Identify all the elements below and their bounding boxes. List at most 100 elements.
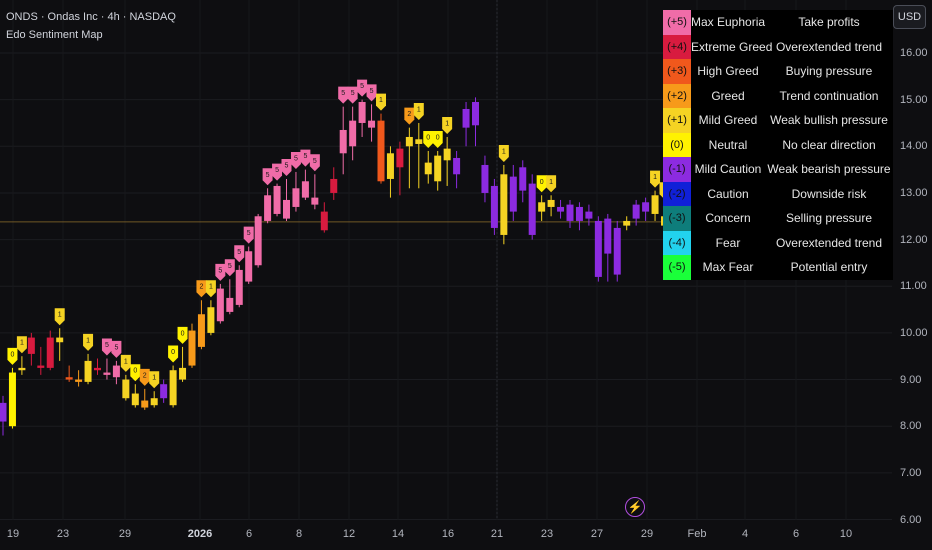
price-axis-label: 16.00	[900, 47, 928, 59]
sentiment-marker	[196, 280, 207, 298]
sentiment-marker	[357, 79, 368, 97]
candle-body	[292, 188, 300, 207]
candle-body	[311, 197, 319, 205]
candle-body	[358, 101, 366, 123]
time-axis-label: 23	[540, 528, 554, 540]
sentiment-marker	[423, 130, 434, 148]
sentiment-marker-label: 1	[379, 97, 383, 104]
sentiment-marker	[413, 102, 424, 120]
legend-level-name: Neutral	[708, 137, 748, 152]
candle-body	[528, 183, 536, 235]
candle-body	[122, 379, 130, 399]
candle-body	[301, 181, 309, 198]
lightning-icon[interactable]: ⚡	[625, 497, 645, 517]
legend-level-name: Extreme Greed	[691, 39, 773, 54]
sentiment-marker	[16, 336, 27, 354]
currency-button[interactable]: USD	[893, 5, 926, 29]
candle-body	[623, 220, 631, 226]
legend-level-description: Buying pressure	[785, 64, 873, 79]
legend-level-description: Trend continuation	[779, 88, 879, 103]
legend-level-name: Fear	[715, 235, 741, 250]
candle-body	[330, 178, 338, 193]
time-axis-label: 6	[792, 528, 800, 540]
indicator-title[interactable]: Edo Sentiment Map	[6, 29, 103, 41]
candle-body	[462, 108, 470, 128]
candle-body	[254, 216, 262, 266]
sentiment-marker-label: 1	[549, 179, 553, 186]
time-axis-label: 8	[295, 528, 303, 540]
legend-level-description: Downside risk	[791, 186, 867, 201]
candle-body	[386, 153, 394, 179]
symbol-title[interactable]: ONDS · Ondas Inc · 4h · NASDAQ	[6, 11, 176, 23]
sentiment-marker-label: 5	[275, 167, 279, 174]
candle-body	[112, 365, 120, 378]
sentiment-marker	[215, 263, 226, 281]
sentiment-marker	[404, 107, 415, 125]
sentiment-marker-label: 5	[218, 267, 222, 274]
legend-level-description: Weak bullish pressure	[770, 113, 888, 128]
candle-body	[160, 384, 168, 399]
sentiment-marker-label: 1	[417, 106, 421, 113]
candle-body	[188, 330, 196, 366]
legend-row: (-5) Max Fear Potential entry	[663, 255, 893, 280]
candle-body	[207, 307, 215, 333]
legend-level-code: (+4)	[663, 34, 691, 59]
sentiment-marker	[120, 354, 131, 372]
candle-body	[8, 372, 16, 427]
legend-row: (+2) Greed Trend continuation	[663, 83, 893, 108]
candle-body	[415, 139, 423, 144]
sentiment-marker	[272, 163, 283, 181]
sentiment-marker	[650, 170, 661, 188]
sentiment-marker-label: 0	[10, 351, 14, 358]
candle-body	[245, 251, 253, 282]
candle-body	[405, 136, 413, 147]
sentiment-marker-label: 1	[20, 340, 24, 347]
sentiment-marker-label: 5	[294, 155, 298, 162]
legend-level-description: Potential entry	[790, 260, 868, 275]
time-axis-label: 21	[490, 528, 504, 540]
legend-level-name: High Greed	[697, 64, 759, 79]
sentiment-marker	[338, 86, 349, 104]
sentiment-marker-label: 5	[237, 249, 241, 256]
candle-body	[575, 206, 583, 221]
candle-body	[150, 398, 158, 406]
legend-level-name: Mild Greed	[698, 113, 758, 128]
candle-body	[481, 164, 489, 193]
sentiment-marker-label: 1	[86, 337, 90, 344]
sentiment-marker-label: 2	[199, 284, 203, 291]
candle-body	[273, 185, 281, 214]
price-axis-label: 12.00	[900, 233, 928, 246]
candle-body	[283, 199, 290, 219]
time-axis-label: 23	[56, 528, 70, 540]
candle-body	[349, 120, 357, 147]
sentiment-marker	[111, 340, 122, 358]
sentiment-marker-label: 5	[285, 162, 289, 169]
sentiment-marker-label: 2	[143, 372, 147, 379]
time-axis-label: 29	[118, 528, 132, 540]
legend-row: (0) Neutral No clear direction	[663, 132, 893, 157]
candle-body	[46, 337, 54, 368]
legend-level-code: (+1)	[663, 108, 691, 133]
time-axis-label: 27	[590, 528, 604, 540]
candle-body	[103, 372, 111, 375]
candle-body	[131, 393, 139, 406]
candle-body	[377, 120, 385, 182]
sentiment-marker-label: 0	[426, 134, 430, 141]
sentiment-marker	[177, 326, 188, 344]
sentiment-marker	[262, 168, 273, 186]
price-axis-label: 6.00	[900, 513, 922, 526]
sentiment-marker-label: 5	[266, 172, 270, 179]
sentiment-marker	[498, 144, 509, 162]
candle-body	[509, 176, 517, 212]
legend-level-name: Greed	[711, 88, 745, 103]
sentiment-marker	[54, 308, 65, 326]
legend-level-code: (+3)	[663, 59, 691, 84]
candle-body	[594, 220, 602, 277]
sentiment-marker-label: 5	[370, 88, 374, 95]
sentiment-marker-label: 1	[653, 174, 657, 181]
legend-row: (+1) Mild Greed Weak bullish pressure	[663, 108, 893, 133]
candle-body	[519, 167, 527, 191]
legend-row: (-2) Caution Downside risk	[663, 181, 893, 206]
legend-row: (-3) Concern Selling pressure	[663, 206, 893, 231]
